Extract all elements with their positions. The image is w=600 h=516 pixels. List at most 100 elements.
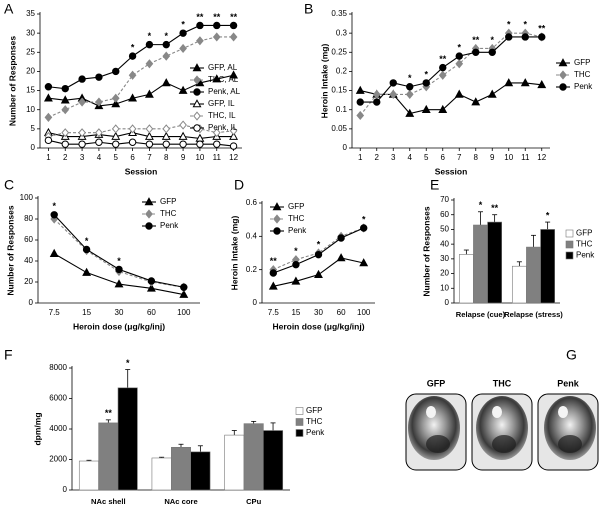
significance-mark: *	[148, 31, 152, 41]
data-point	[455, 59, 464, 69]
y-tick-label: 0.2	[246, 265, 258, 274]
x-tick-label: 15	[291, 308, 300, 317]
y-tick-label: 8000	[49, 363, 67, 372]
data-point	[44, 83, 53, 91]
y-tick-label: 0.3	[336, 28, 348, 37]
data-point	[78, 128, 86, 138]
x-tick-label: 30	[115, 308, 124, 317]
y-tick-label: 2000	[49, 455, 67, 464]
panel-letter: B	[304, 1, 313, 17]
legend-label: GFP	[288, 202, 304, 211]
y-tick-label: 0.25	[331, 47, 347, 56]
accumbens	[558, 435, 582, 453]
legend-label: THC	[574, 70, 591, 79]
data-point	[360, 224, 368, 232]
legend-marker	[558, 58, 568, 67]
legend-label: THC, AL	[208, 75, 239, 84]
data-point	[179, 289, 189, 298]
significance-mark: *	[457, 42, 461, 52]
data-point	[471, 97, 481, 106]
data-point	[50, 211, 58, 219]
bar	[526, 246, 541, 304]
data-point	[144, 89, 154, 98]
data-point	[356, 110, 365, 121]
y-tick-label: 10	[440, 283, 449, 292]
legend-swatch	[565, 229, 574, 238]
legend-label: GFP	[160, 197, 176, 206]
data-point	[229, 32, 238, 42]
data-point	[314, 269, 323, 278]
data-point	[95, 97, 103, 107]
image-caption: Penk	[557, 378, 580, 388]
legend-swatch	[295, 418, 304, 426]
x-tick-label: 3	[391, 153, 396, 162]
x-tick-label: 10	[504, 153, 513, 162]
x-tick-label: 6	[441, 153, 446, 162]
y-tick-label: 25	[26, 47, 35, 56]
series-line	[48, 132, 234, 139]
panel-letter: F	[4, 347, 13, 363]
x-tick-label: 5	[114, 153, 119, 162]
legend-marker	[145, 222, 153, 230]
x-tick-label: 2	[375, 153, 380, 162]
data-point	[212, 74, 222, 83]
series-line	[359, 32, 542, 116]
data-point	[147, 277, 156, 285]
legend-label: Penk	[288, 226, 307, 235]
data-point	[213, 21, 221, 30]
data-point	[61, 84, 69, 93]
significance-mark: *	[523, 20, 527, 30]
data-point	[61, 105, 70, 115]
legend-label: THC	[160, 209, 177, 218]
legend-marker	[144, 197, 154, 206]
data-point	[196, 21, 204, 30]
data-point	[112, 67, 120, 76]
x-tick-label: 100	[357, 308, 371, 317]
data-point	[162, 124, 171, 134]
panel-letter: C	[4, 177, 14, 193]
data-point	[44, 136, 53, 145]
legend-marker	[192, 99, 202, 108]
data-point	[112, 140, 120, 148]
y-axis-title: Heroin Intake (mg)	[319, 44, 329, 119]
image-caption: THC	[493, 378, 512, 388]
data-point	[405, 89, 414, 99]
x-tick-label: 12	[537, 153, 546, 162]
x-tick-label: 7	[147, 153, 152, 162]
legend-label: THC	[288, 214, 305, 223]
data-point	[111, 124, 120, 134]
data-point	[145, 40, 154, 49]
legend-marker	[272, 202, 282, 211]
data-point	[111, 93, 120, 103]
y-tick-label: 60	[24, 235, 33, 244]
data-point	[229, 70, 239, 79]
y-tick-label: 60	[440, 210, 449, 219]
bar	[171, 446, 191, 491]
data-point	[439, 63, 447, 72]
legend-marker	[193, 124, 201, 132]
data-point	[355, 85, 365, 94]
significance-mark: *	[164, 31, 168, 41]
series-line	[48, 36, 234, 118]
y-tick-label: 20	[26, 67, 35, 76]
accumbens	[426, 435, 450, 453]
data-point	[179, 140, 187, 148]
series-line	[48, 74, 234, 107]
data-point	[229, 142, 238, 150]
data-point	[438, 70, 447, 80]
data-point	[111, 131, 121, 140]
data-point	[145, 59, 154, 69]
significance-mark: **	[439, 54, 447, 64]
data-point	[212, 128, 221, 138]
bar	[98, 422, 119, 491]
legend-marker	[273, 227, 281, 235]
significance-mark: *	[479, 200, 483, 210]
legend-swatch	[295, 407, 304, 415]
x-tick-label: 10	[195, 153, 204, 162]
y-tick-label: 0	[29, 298, 34, 307]
y-tick-label: 35	[26, 9, 35, 18]
x-tick-label: 100	[177, 308, 191, 317]
data-point	[229, 131, 239, 140]
legend-label: GFP	[306, 406, 322, 415]
